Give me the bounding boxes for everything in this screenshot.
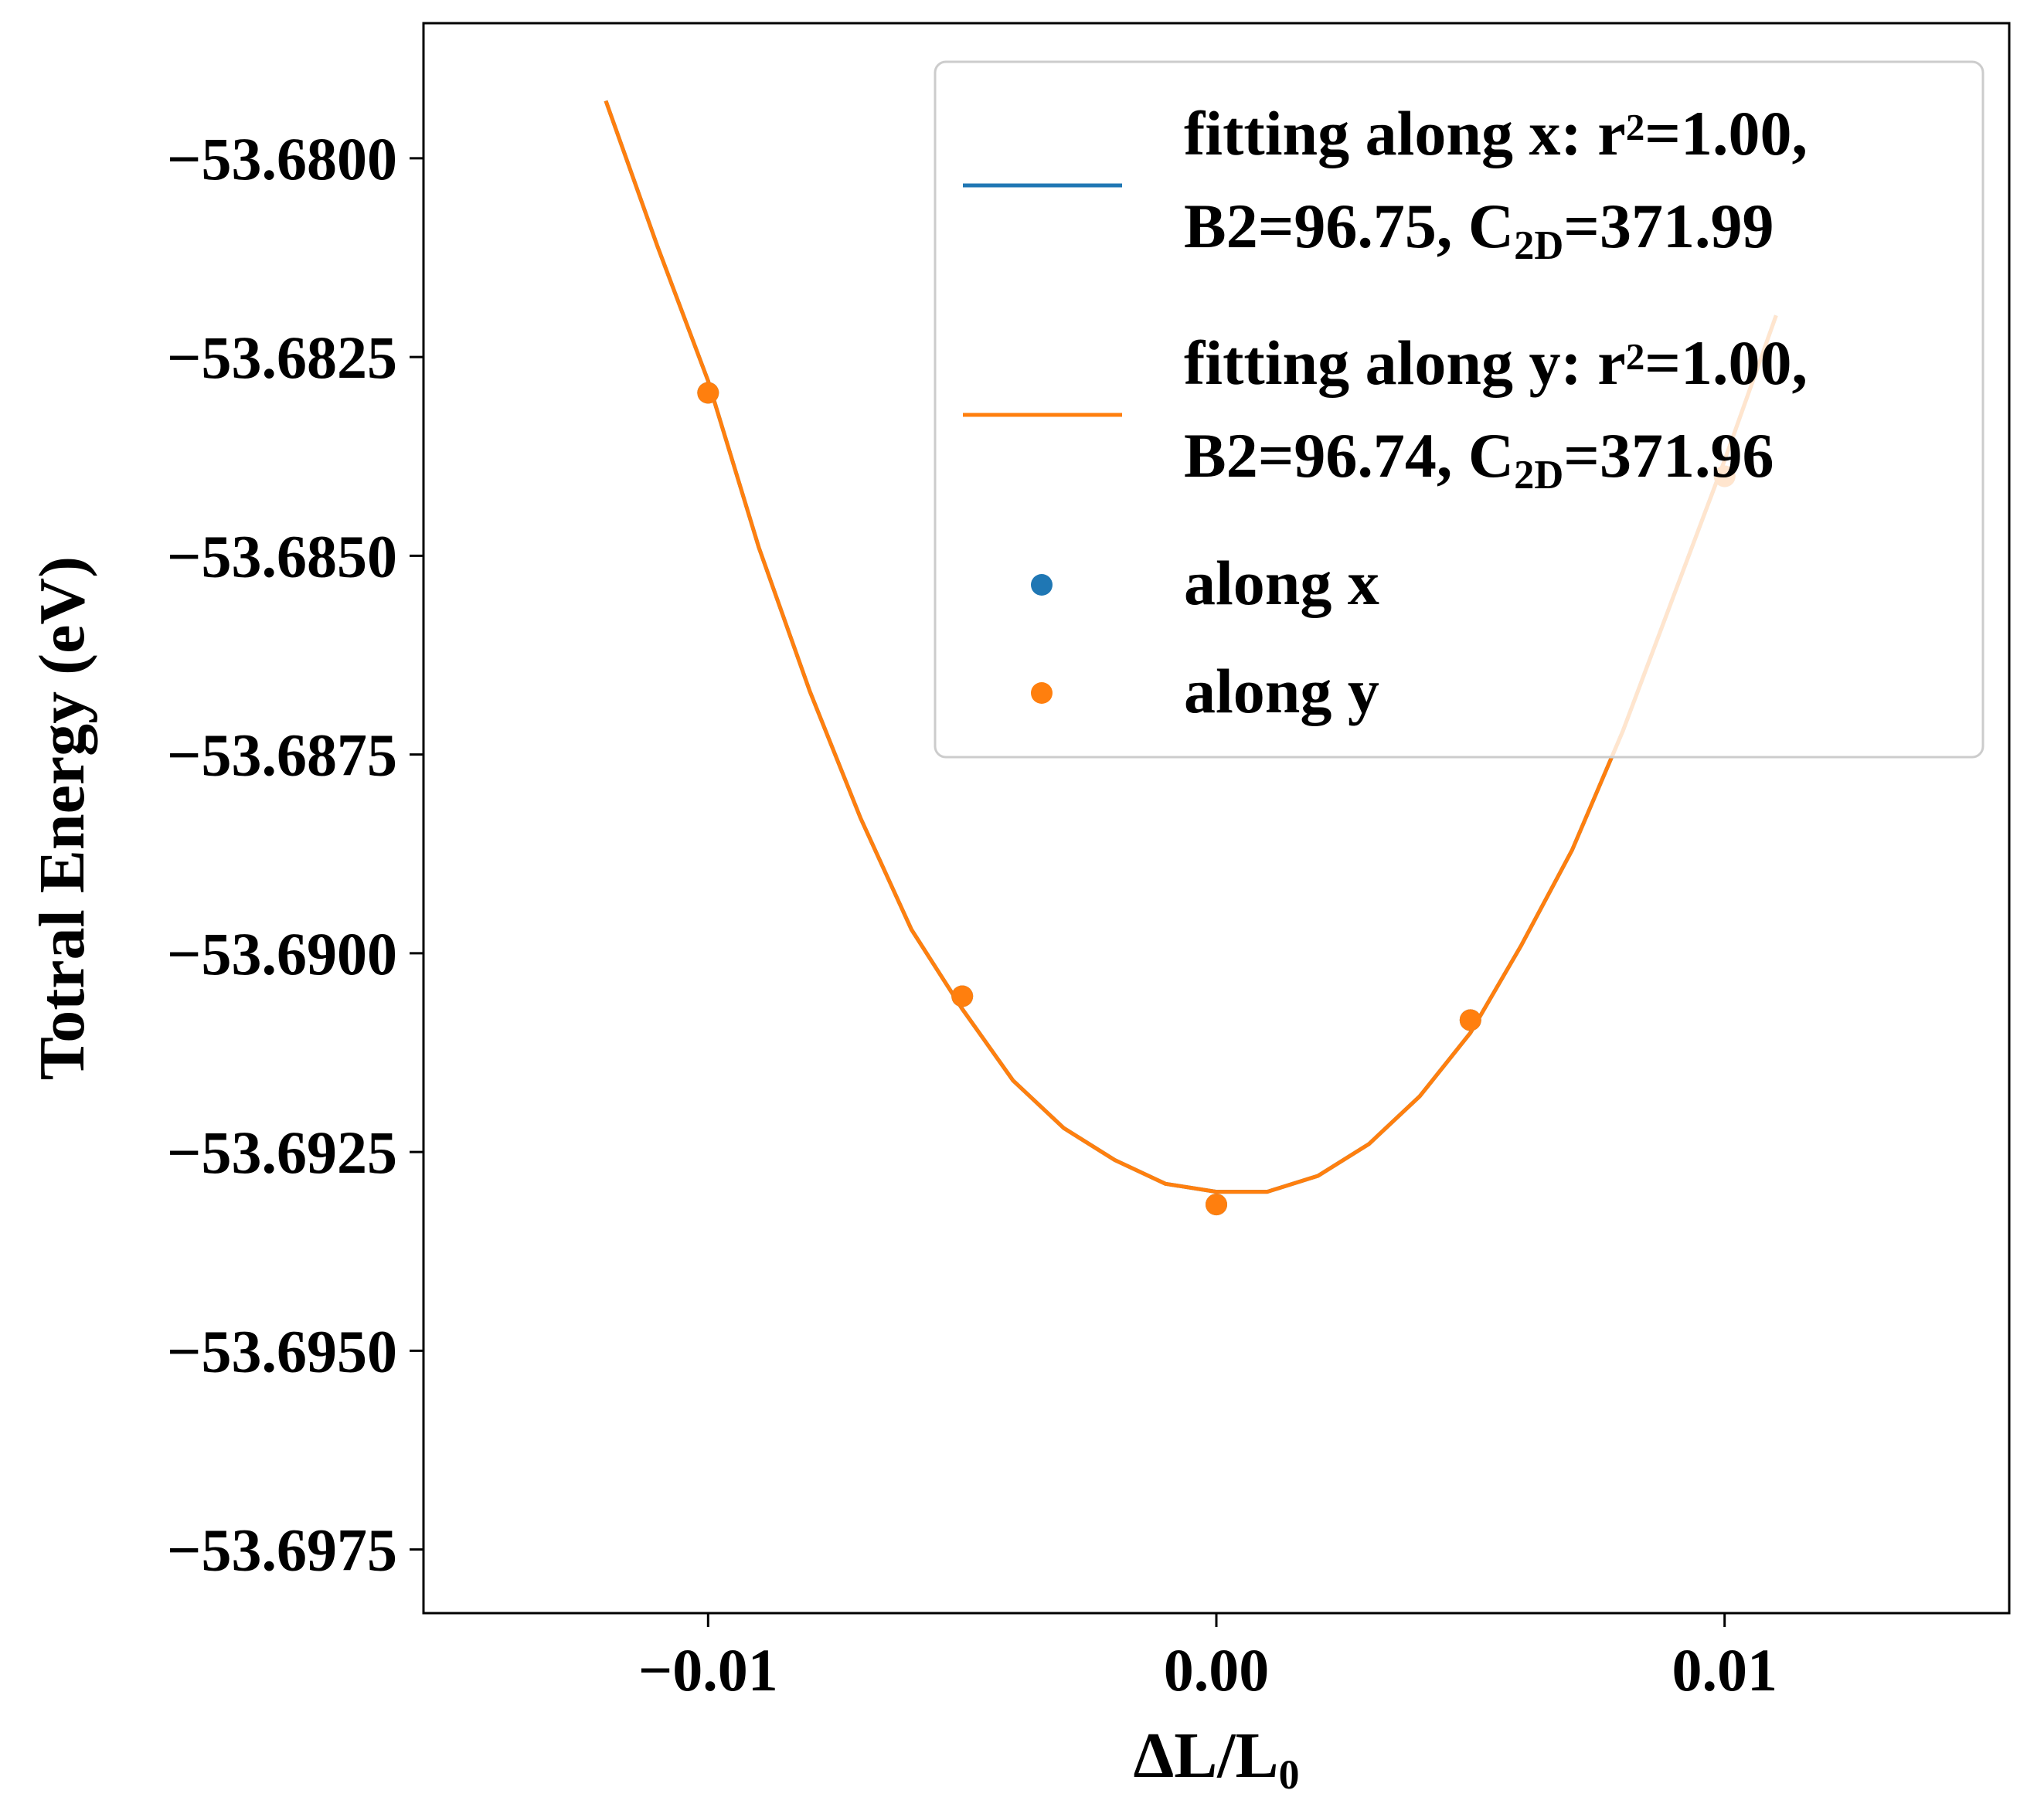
legend-entry-text: fitting along y: r2=1.00, — [1184, 328, 1808, 398]
legend-entry-text: B2=96.74, C2D=371.96 — [1184, 420, 1774, 498]
legend-frame — [934, 60, 1984, 759]
legend-entry-text: fitting along x: r2=1.00, — [1184, 98, 1808, 168]
x-tick-label: −0.01 — [638, 1636, 778, 1704]
legend-entry-text: along x — [1184, 548, 1379, 618]
x-tick-label: 0.01 — [1672, 1636, 1777, 1704]
y-tick-label: −53.6800 — [167, 125, 397, 192]
legend-entry-text: B2=96.75, C2D=371.99 — [1184, 191, 1774, 268]
y-tick-label: −53.6875 — [167, 722, 397, 789]
legend: fitting along x: r2=1.00, B2=96.75, C2D=3… — [934, 60, 1984, 759]
plot-area — [604, 100, 1778, 1216]
y-tick-label: −53.6950 — [167, 1317, 397, 1384]
data-point — [697, 382, 719, 404]
legend-marker-swatch — [1031, 682, 1053, 704]
legend-entry-text: along y — [1184, 656, 1379, 726]
data-point — [1206, 1194, 1227, 1216]
y-tick-label: −53.6825 — [167, 324, 397, 391]
series-line-1 — [604, 100, 1778, 1194]
y-tick-label: −53.6975 — [167, 1517, 397, 1584]
y-tick-label: −53.6925 — [167, 1119, 397, 1186]
x-axis-label: ΔL/L0 — [1134, 1720, 1300, 1798]
y-axis-label: Totral Energy (eV) — [26, 556, 98, 1080]
data-point — [951, 985, 974, 1007]
y-tick-label: −53.6900 — [167, 920, 397, 987]
legend-marker-swatch — [1031, 574, 1053, 596]
x-tick-label: 0.00 — [1164, 1636, 1270, 1704]
data-point — [1459, 1009, 1481, 1031]
y-tick-label: −53.6850 — [167, 522, 397, 589]
axes: −0.01 0.00 0.01 −53.6800 −53.6825 −53.6850 −53… — [26, 22, 2011, 1798]
